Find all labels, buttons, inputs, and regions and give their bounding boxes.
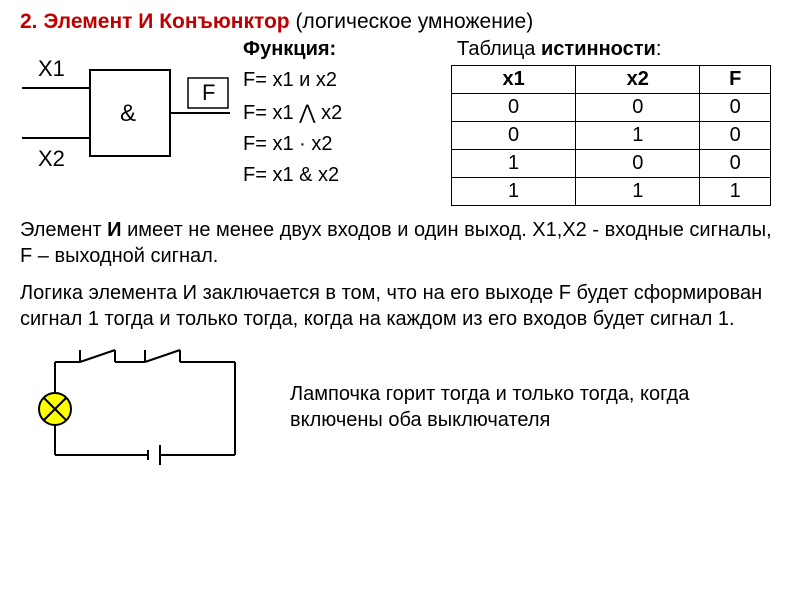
truth-table-block: Таблица истинности: x1 x2 F 000 010 100 … [451,38,780,206]
title-rest: (логическое умножение) [295,10,533,33]
table-row: 000 [452,94,771,122]
table-header-row: x1 x2 F [452,66,771,94]
function-block: Функция: F= x1 и x2 F= x1 ⋀ x2 F= x1 · x… [243,38,443,195]
truth-table-heading: Таблица истинности: [457,38,780,61]
function-line: F= x1 & x2 [243,164,443,187]
table-row: 111 [452,178,771,206]
description-paragraph-1: Элемент И имеет не менее двух входов и о… [20,218,780,269]
lamp-caption: Лампочка горит тогда и только тогда, ког… [290,382,780,433]
table-row: 100 [452,150,771,178]
function-heading: Функция: [243,38,443,61]
title-accent: Элемент И Конъюнктор [43,10,289,33]
col-header: x1 [452,66,576,94]
svg-text:X1: X1 [38,56,65,81]
svg-text:X2: X2 [38,146,65,171]
logic-gate-diagram: & F X1 X2 [20,38,235,183]
function-line: F= x1 · x2 [243,133,443,156]
svg-text:&: & [120,100,136,127]
description-paragraph-2: Логика элемента И заключается в том, что… [20,281,780,332]
page-title: 2. Элемент И Конъюнктор (логическое умно… [20,10,780,34]
col-header: x2 [576,66,700,94]
circuit-diagram [20,340,270,475]
function-line: F= x1 и x2 [243,69,443,92]
title-number: 2. [20,10,38,33]
svg-text:F: F [202,80,215,105]
function-line: F= x1 ⋀ x2 [243,100,443,125]
table-row: 010 [452,122,771,150]
col-header: F [700,66,771,94]
truth-table: x1 x2 F 000 010 100 111 [451,65,771,206]
